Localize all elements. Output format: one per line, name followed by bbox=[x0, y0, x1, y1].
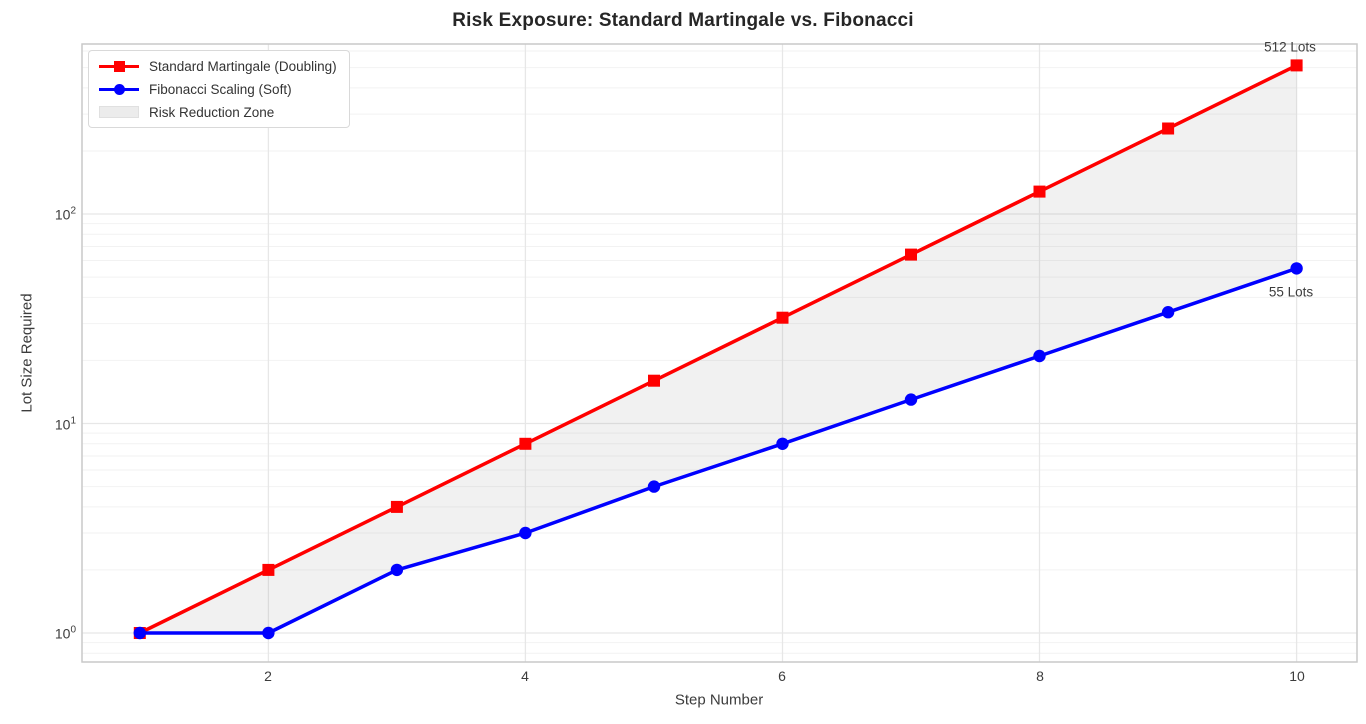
x-tick-label: 2 bbox=[264, 668, 272, 684]
circle-marker bbox=[133, 626, 146, 640]
gridlines bbox=[82, 44, 1357, 662]
legend-label-fibonacci: Fibonacci Scaling (Soft) bbox=[149, 81, 292, 97]
x-axis-label: Step Number bbox=[674, 691, 764, 709]
plot-spines bbox=[81, 43, 1358, 663]
square-marker bbox=[905, 248, 917, 261]
fibonacci-series bbox=[133, 262, 1303, 640]
chart-title: Risk Exposure: Standard Martingale vs. F… bbox=[452, 10, 914, 31]
y-axis-label: Lot Size Required bbox=[18, 293, 36, 413]
martingale-line-square-icon bbox=[99, 58, 139, 74]
y-tick-label: 101 bbox=[54, 415, 76, 433]
square-marker bbox=[262, 563, 275, 576]
fibonacci-line-circle-icon bbox=[99, 81, 139, 97]
legend-item-risk-zone: Risk Reduction Zone bbox=[99, 104, 337, 120]
square-marker bbox=[390, 500, 403, 513]
series-line bbox=[138, 266, 1299, 635]
square-marker bbox=[519, 437, 532, 450]
legend: Standard Martingale (Doubling) Fibonacci… bbox=[88, 50, 350, 128]
x-tick-label: 4 bbox=[521, 668, 529, 684]
circle-marker bbox=[390, 563, 404, 577]
martingale-series bbox=[133, 59, 1303, 639]
x-tick-label: 6 bbox=[778, 668, 786, 684]
circle-marker bbox=[262, 626, 275, 640]
square-marker bbox=[776, 311, 789, 324]
legend-label-risk-zone: Risk Reduction Zone bbox=[149, 104, 275, 120]
x-tick-label: 10 bbox=[1289, 668, 1305, 684]
risk-zone-patch-icon bbox=[99, 104, 139, 120]
circle-marker bbox=[1290, 262, 1303, 275]
circle-marker bbox=[904, 393, 918, 406]
annotation-512-lots: 512 Lots bbox=[1264, 39, 1316, 55]
circle-marker bbox=[776, 437, 789, 450]
square-marker bbox=[1290, 59, 1303, 72]
x-tick-label: 8 bbox=[1036, 668, 1044, 684]
legend-item-martingale: Standard Martingale (Doubling) bbox=[99, 58, 337, 74]
series-line bbox=[138, 63, 1299, 635]
annotation-55-lots: 55 Lots bbox=[1268, 284, 1314, 300]
square-marker bbox=[648, 374, 660, 387]
square-marker bbox=[1162, 122, 1175, 135]
legend-label-martingale: Standard Martingale (Doubling) bbox=[149, 58, 337, 74]
circle-marker bbox=[1161, 306, 1175, 319]
circle-marker bbox=[519, 526, 532, 540]
y-tick-label: 102 bbox=[54, 205, 76, 223]
square-marker bbox=[1033, 185, 1046, 198]
y-tick-label: 100 bbox=[54, 624, 76, 642]
legend-item-fibonacci: Fibonacci Scaling (Soft) bbox=[99, 81, 337, 97]
circle-marker bbox=[1033, 349, 1046, 363]
circle-marker bbox=[647, 480, 661, 493]
